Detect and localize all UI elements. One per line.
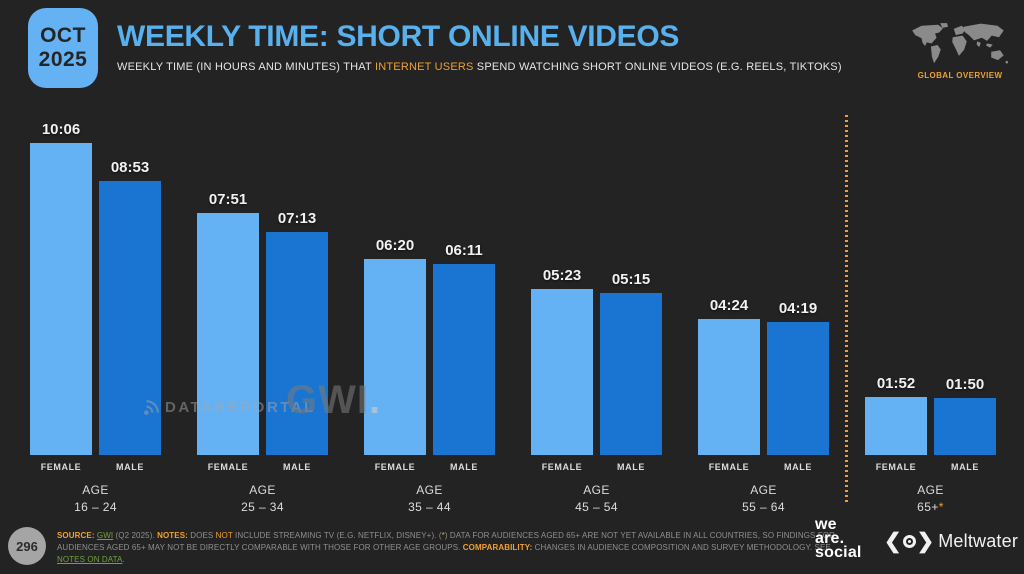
meltwater-eye-icon [902,535,916,548]
bar-value-label: 04:24 [709,297,749,314]
bar-value-label: 07:13 [277,210,317,227]
series-label: MALE [784,462,812,472]
page-number: 296 [16,538,38,554]
scope-block: GLOBAL OVERVIEW [905,22,1015,80]
bar-female [865,397,927,455]
bar-female [531,289,593,455]
age-group-label: AGE 16 – 24 [74,483,117,514]
date-badge: OCT 2025 [28,8,98,88]
bar-value-label: 10:06 [41,121,81,138]
bar-male [600,293,662,455]
age-group: 01:52 01:50 FEMALE MALE AGE 65+* [865,115,996,516]
series-label: FEMALE [875,462,917,472]
meltwater-wordmark: Meltwater [938,531,1019,551]
meltwater-logo: ❮ ❯ Meltwater [884,531,1018,552]
date-month: OCT [40,24,86,47]
age-group-label: AGE 25 – 34 [241,483,284,514]
bar-value-label: 04:19 [778,300,818,317]
page-subtitle: WEEKLY TIME (IN HOURS AND MINUTES) THAT … [117,61,842,73]
age-group: 06:20 06:11 FEMALE MALE AGE 35 – 44 [364,115,495,516]
bar-column: 05:23 [531,267,593,455]
bar-value-label: 01:50 [945,376,985,393]
series-label: FEMALE [708,462,750,472]
source-footnote: SOURCE: GWI (Q2 2025). NOTES: DOES NOT I… [57,531,836,564]
bar-column: 04:24 [698,297,760,455]
bar-female [364,259,426,455]
bar-column: 04:19 [767,300,829,455]
bar-column: 06:20 [364,237,426,455]
bar-male [934,398,996,455]
bar-value-label: 01:52 [876,375,916,392]
age-group: 07:51 07:13 FEMALE MALE AGE 25 – 34 [197,115,328,516]
footnote-link[interactable]: NOTES ON DATA [57,555,123,564]
scope-label: GLOBAL OVERVIEW [917,71,1003,80]
bar-column: 07:51 [197,191,259,455]
was-line-3: social [815,544,862,561]
age-group: 04:24 04:19 FEMALE MALE AGE 55 – 64 [698,115,829,516]
dashed-divider [845,115,848,505]
bar-column: 06:11 [433,242,495,455]
age-group: 05:23 05:15 FEMALE MALE AGE 45 – 54 [531,115,662,516]
bar-female [197,213,259,455]
bar-column: 10:06 [30,121,92,455]
world-map-icon [912,23,1009,64]
series-label: MALE [283,462,311,472]
series-label: FEMALE [374,462,416,472]
series-label: FEMALE [541,462,583,472]
age-group-label: AGE 45 – 54 [575,483,618,514]
header: WEEKLY TIME: SHORT ONLINE VIDEOS WEEKLY … [117,20,842,73]
bar-female [30,143,92,455]
footnote-link[interactable]: GWI [96,531,114,540]
bar-female [698,319,760,455]
bar-value-label: 05:15 [611,271,651,288]
page-title: WEEKLY TIME: SHORT ONLINE VIDEOS [117,20,680,53]
series-label: MALE [450,462,478,472]
bar-value-label: 06:20 [375,237,415,254]
date-year: 2025 [38,48,88,71]
series-label: MALE [617,462,645,472]
meltwater-bracket-left-icon: ❮ [884,530,902,553]
we-are-social-logo: we are. social [815,516,862,561]
age-group-label: AGE 65+* [917,483,944,514]
bar-value-label: 08:53 [110,159,150,176]
was-line-1: we [815,516,837,533]
age-group-label: AGE 55 – 64 [742,483,785,514]
bar-value-label: 07:51 [208,191,248,208]
series-label: FEMALE [207,462,249,472]
bar-male [266,232,328,455]
series-label: MALE [951,462,979,472]
bar-column: 05:15 [600,271,662,455]
bar-male [433,264,495,455]
page-number-badge: 296 [8,527,46,565]
age-group: 10:06 08:53 FEMALE MALE AGE 16 – 24 [30,115,161,516]
bar-value-label: 05:23 [542,267,582,284]
was-line-2: are. [815,530,845,547]
bar-column: 07:13 [266,210,328,455]
bar-chart: 10:06 08:53 FEMALE MALE AGE 16 – 24 07:51 07:13… [0,115,1024,516]
bar-column: 01:50 [934,376,996,455]
series-label: MALE [116,462,144,472]
bar-value-label: 06:11 [445,242,483,259]
bar-male [99,181,161,455]
bar-male [767,322,829,455]
bar-column: 08:53 [99,159,161,455]
series-label: FEMALE [40,462,82,472]
bar-column: 01:52 [865,375,927,455]
meltwater-bracket-right-icon: ❯ [916,530,935,553]
age-group-label: AGE 35 – 44 [408,483,451,514]
